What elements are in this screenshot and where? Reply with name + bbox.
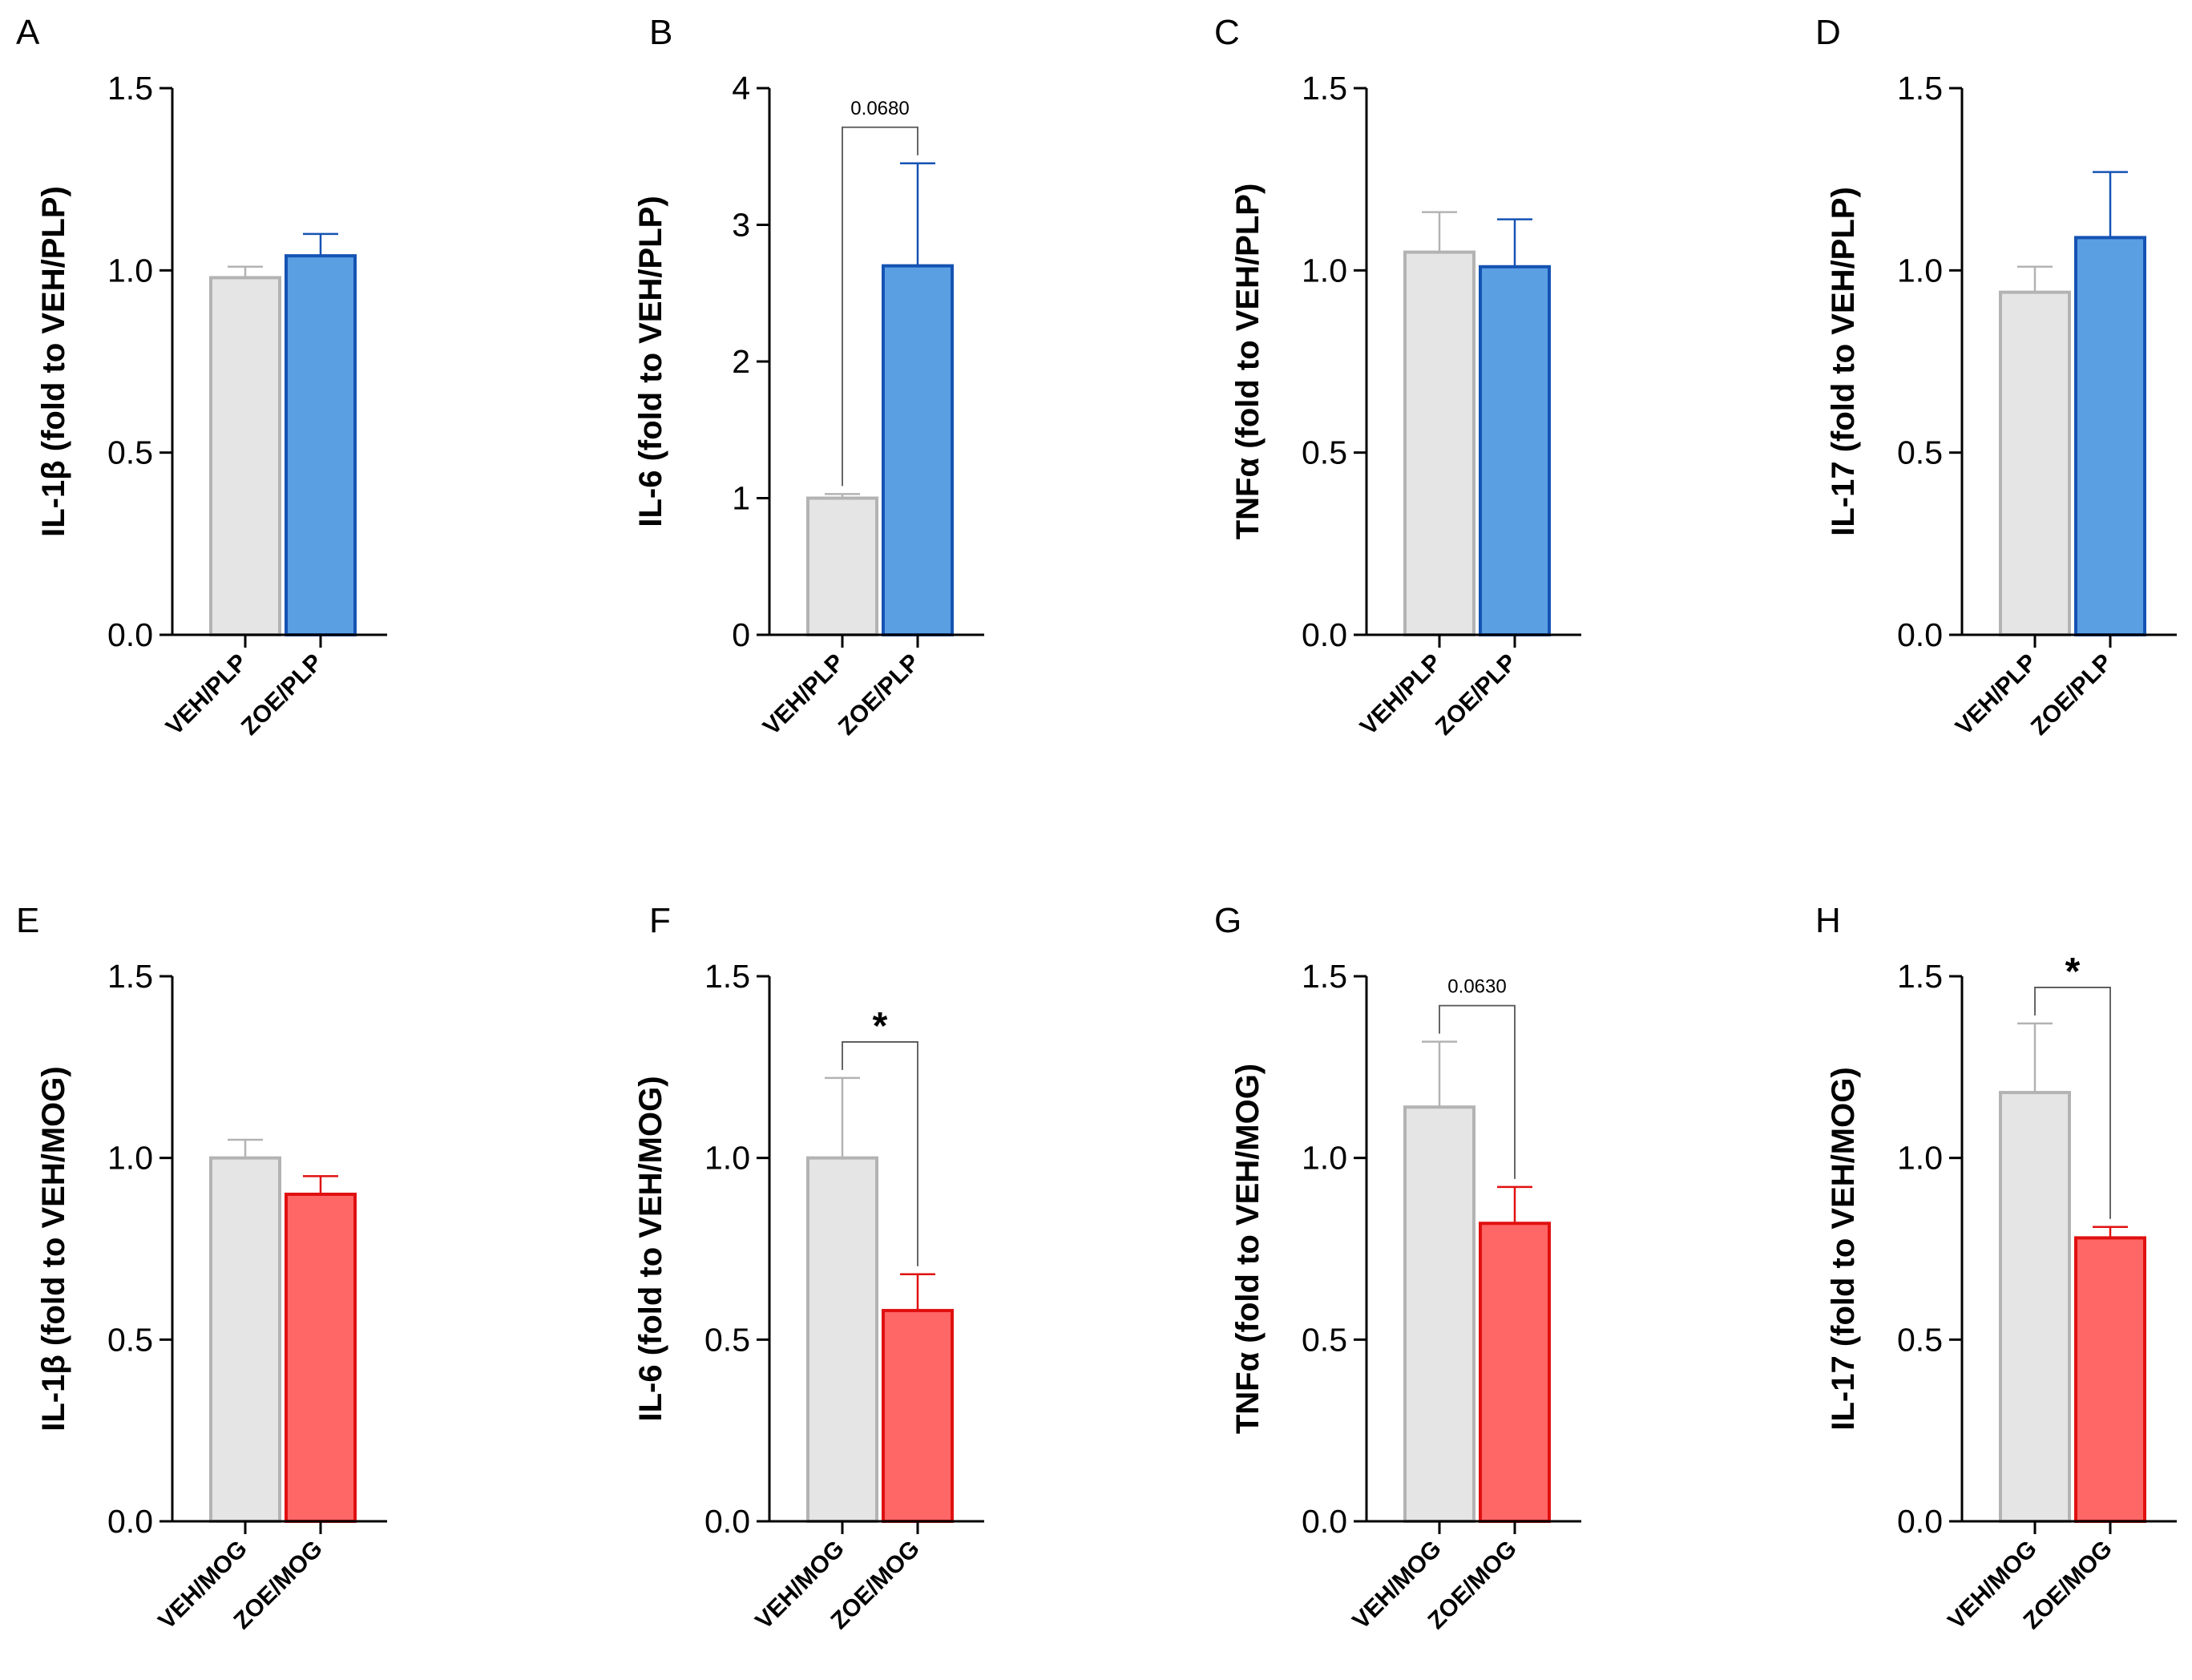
y-axis-title: TNFα (fold to VEH/PLP)	[1230, 184, 1266, 540]
bar-veh-mog	[209, 1156, 281, 1523]
panel-letter: C	[1214, 13, 1240, 52]
y-tick-label: 4	[732, 70, 750, 107]
y-tick-label: 0.0	[1897, 616, 1943, 653]
bar-zoe-plp	[1479, 265, 1551, 636]
bar-veh-mog	[1999, 1091, 2071, 1523]
y-axis-title: IL-1β (fold to VEH/MOG)	[36, 1066, 71, 1431]
bar-zoe-plp	[2074, 236, 2146, 636]
y-tick-label: 1.5	[1897, 958, 1943, 995]
y-tick-label: 1.0	[1897, 252, 1943, 289]
x-category-label: ZOE/PLP	[236, 649, 328, 741]
panel-letter: B	[649, 13, 672, 52]
panel-a: A 0.0 0.5 1.0 1.5 IL-1β (fold to VEH/PLP) VEH/…	[16, 13, 387, 741]
y-tick-label: 0.0	[1302, 616, 1347, 653]
y-tick-label: 1.5	[107, 70, 153, 107]
y-tick-label: 1.5	[1302, 70, 1347, 107]
y-tick-label: 1.0	[107, 252, 153, 289]
bar-zoe-mog	[882, 1309, 954, 1523]
y-tick-label: 1	[732, 480, 750, 517]
y-tick-label: 0.0	[107, 616, 153, 653]
significance-bracket	[842, 1041, 918, 1266]
y-tick-label: 1.5	[1897, 70, 1943, 107]
y-tick-label: 0.0	[1897, 1503, 1943, 1540]
panel-letter: H	[1815, 901, 1841, 940]
x-category-label: ZOE/PLP	[2026, 649, 2117, 741]
bar-veh-plp	[806, 496, 878, 636]
x-category-label: VEH/PLP	[1355, 649, 1447, 741]
y-tick-label: 1.5	[107, 958, 153, 995]
y-tick-label: 1.0	[704, 1140, 750, 1177]
x-category-label: ZOE/PLP	[1431, 649, 1522, 741]
x-category-label: VEH/PLP	[758, 649, 850, 741]
x-category-label: VEH/PLP	[161, 649, 252, 741]
y-tick-label: 0.5	[704, 1321, 750, 1358]
y-tick-label: 1.5	[704, 958, 750, 995]
y-tick-label: 1.0	[1302, 252, 1347, 289]
y-tick-label: 1.5	[1302, 958, 1347, 995]
y-tick-label: 0.5	[107, 434, 153, 471]
y-tick-label: 0.5	[1897, 1321, 1943, 1358]
bar-veh-mog	[806, 1156, 878, 1523]
y-tick-label: 0	[732, 616, 750, 653]
bar-zoe-mog	[1479, 1222, 1551, 1524]
significance-bracket	[2034, 987, 2111, 1219]
panel-h: H0.00.51.01.5IL-17 (fold to VEH/MOG)VEH/…	[1815, 901, 2177, 1634]
bar-veh-plp	[209, 276, 281, 636]
bar-veh-plp	[1403, 250, 1475, 636]
y-tick-label: 1.0	[1897, 1140, 1943, 1177]
y-tick-label: 1.0	[107, 1140, 153, 1177]
y-tick-label: 0.5	[1302, 434, 1347, 471]
panel-e: E0.00.51.01.5IL-1β (fold to VEH/MOG)VEH/…	[16, 901, 387, 1634]
y-tick-label: 0.0	[107, 1503, 153, 1540]
panel-c: C 0.0 0.5 1.0 1.5 TNFα (fold to VEH/PLP) VEH/P…	[1214, 13, 1581, 741]
panel-letter: E	[16, 901, 39, 940]
bar-veh-plp	[1999, 290, 2071, 636]
significance-label: 0.0630	[1447, 976, 1506, 998]
bar-veh-mog	[1403, 1105, 1475, 1523]
panel-f: F0.00.51.01.5IL-6 (fold to VEH/MOG)VEH/M…	[633, 901, 984, 1634]
panel-letter: G	[1214, 901, 1241, 940]
y-tick-label: 0.5	[1897, 434, 1943, 471]
significance-bracket	[842, 126, 918, 487]
y-tick-label: 2	[732, 343, 750, 380]
y-axis-title: IL-6 (fold to VEH/PLP)	[633, 196, 668, 527]
y-axis-title: TNFα (fold to VEH/MOG)	[1230, 1064, 1266, 1434]
significance-label: *	[873, 1005, 888, 1048]
significance-label: *	[2065, 951, 2081, 993]
panel-letter: A	[16, 13, 40, 52]
bar-zoe-plp	[285, 254, 357, 636]
bar-zoe-plp	[882, 264, 954, 636]
y-tick-label: 3	[732, 207, 750, 244]
y-axis-title: IL-17 (fold to VEH/MOG)	[1826, 1067, 1861, 1430]
significance-label: 0.0680	[850, 98, 909, 119]
panel-letter: D	[1815, 13, 1841, 52]
y-tick-label: 0.5	[1302, 1321, 1347, 1358]
y-axis-title: IL-1β (fold to VEH/PLP)	[36, 186, 71, 537]
x-category-label: VEH/PLP	[1951, 649, 2042, 741]
y-axis-title: IL-6 (fold to VEH/MOG)	[633, 1076, 668, 1421]
x-category-label: ZOE/PLP	[834, 649, 925, 741]
significance-bracket	[1439, 1004, 1516, 1179]
y-axis-title: IL-17 (fold to VEH/PLP)	[1826, 187, 1861, 536]
bar-zoe-mog	[285, 1193, 357, 1523]
y-tick-label: 0.5	[107, 1321, 153, 1358]
y-tick-label: 0.0	[704, 1503, 750, 1540]
panel-d: D 0.0 0.5 1.0 1.5 IL-17 (fold to VEH/PLP) VEH/…	[1815, 13, 2177, 741]
bar-zoe-mog	[2074, 1236, 2146, 1524]
panel-b: B 0 1 2 3 4 IL-6 (fold to VEH/PLP) VEH/PLPZOE/P…	[633, 13, 984, 741]
y-tick-label: 1.0	[1302, 1140, 1347, 1177]
y-tick-label: 0.0	[1302, 1503, 1347, 1540]
panel-letter: F	[649, 901, 671, 940]
